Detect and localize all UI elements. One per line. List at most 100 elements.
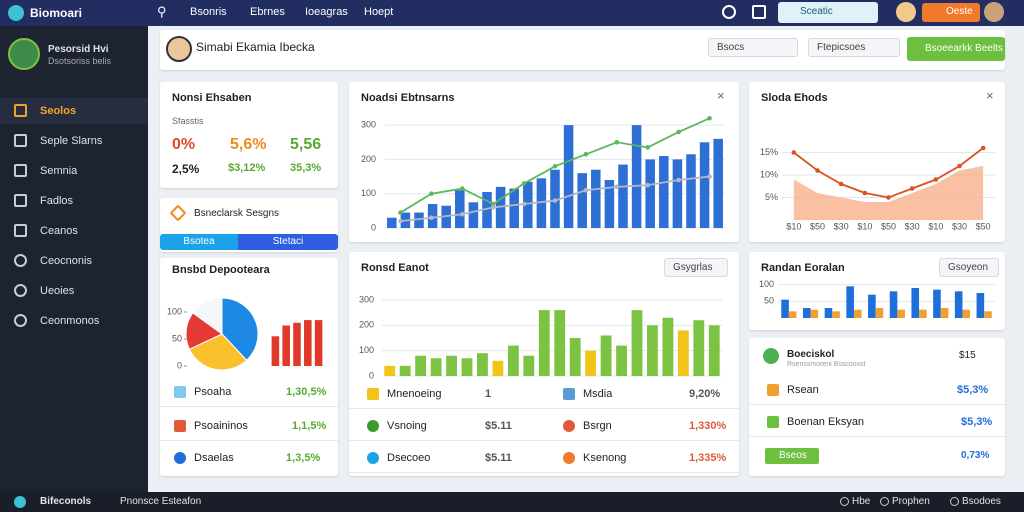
row-icon: [174, 452, 186, 464]
avatar[interactable]: [984, 2, 1004, 22]
row-icon: [563, 452, 575, 464]
card-title: Noadsi Ebtnsarns: [361, 92, 455, 104]
menu-item[interactable]: Ueoies: [0, 278, 148, 304]
divider: [749, 404, 1005, 405]
menu-item[interactable]: Ceanos: [0, 218, 148, 244]
notify-icon[interactable]: [752, 5, 766, 19]
row-icon: [174, 386, 186, 398]
brand: Biomoari: [30, 6, 83, 20]
user-role: Dsotsoriss belis: [48, 56, 112, 66]
user-name: Oeste: [946, 6, 973, 17]
tab[interactable]: Stetaci: [238, 234, 338, 250]
menu-item[interactable]: Seolos: [0, 98, 148, 124]
dropdown-label: Gsygrlas: [673, 262, 713, 273]
chip[interactable]: Bseos: [765, 448, 819, 464]
row-label: Msdia: [583, 388, 613, 400]
footer-link[interactable]: Prophen: [892, 496, 930, 507]
row-value: 1,1,5%: [292, 420, 327, 432]
nav-item[interactable]: Bsonris: [190, 6, 227, 18]
row-label: Rsean: [787, 384, 819, 396]
help-icon[interactable]: [722, 5, 736, 19]
chip-label: Bseos: [779, 450, 807, 461]
footer-link[interactable]: Bsodoes: [962, 496, 1001, 507]
donut-card: Bnsbd Depooteara Psoaha 1,30,5% Psoaininos…: [160, 258, 338, 476]
row-label: Dsecoeo: [387, 452, 431, 464]
nav-item[interactable]: Ebrnes: [250, 6, 285, 18]
row-value: $5.11: [485, 452, 512, 464]
row-label: Boenan Eksyan: [787, 416, 865, 428]
tab[interactable]: Bsotea: [160, 234, 238, 250]
menu-item[interactable]: Semnia: [0, 158, 148, 184]
row-value: $5.11: [485, 420, 512, 432]
divider: [749, 436, 1005, 437]
menu-label: Ceonmonos: [40, 315, 100, 327]
filter-label: Ftepicsoes: [817, 42, 866, 53]
search-icon[interactable]: ⚲: [157, 4, 167, 19]
stat: $3,12%: [228, 162, 266, 174]
nav-item[interactable]: Hoept: [364, 6, 394, 18]
stat: 2,5%: [172, 162, 200, 176]
header-card: Simabi Ekamia Ibecka Bsocs Ftepicsoes Bs…: [160, 30, 1005, 70]
divider: [349, 472, 739, 473]
balance-card: Boeciskol Rsenssmoreni Bsscoosst $15 Rse…: [749, 338, 1005, 476]
row-label: Mnenoeing: [387, 388, 442, 400]
footer-brand: Bifeconols: [40, 496, 92, 507]
nav-item[interactable]: Ioeagras: [305, 6, 348, 18]
search-text: Sceatic: [800, 6, 833, 17]
footer-link[interactable]: Hbe: [852, 496, 871, 507]
menu-icon: [14, 254, 27, 267]
dropdown[interactable]: Gsoyeon: [939, 258, 999, 277]
user-chip[interactable]: Oeste: [922, 3, 980, 22]
menu-item[interactable]: Fadlos: [0, 188, 148, 214]
page-title: Simabi Ekamia Ibecka: [196, 40, 315, 54]
dropdown-label: Gsoyeon: [948, 262, 989, 273]
row-label: Bsrgn: [583, 420, 612, 432]
filter[interactable]: Bsocs: [708, 38, 798, 57]
close-button[interactable]: ×: [717, 88, 725, 103]
search-input[interactable]: Sceatic: [778, 2, 878, 23]
menu-item[interactable]: Ceonmonos: [0, 308, 148, 334]
action-button[interactable]: Bsoeearkk Beelts: [907, 37, 1005, 61]
menu-icon: [14, 224, 27, 237]
menu-icon: [14, 104, 27, 117]
menu-item[interactable]: Seple Slarns: [0, 128, 148, 154]
stat: 5,56: [290, 136, 322, 153]
main-chart-card: Noadsi Ebtnsarns ×: [349, 82, 739, 242]
row-icon: [174, 420, 186, 432]
divider: [160, 440, 338, 441]
dropdown[interactable]: Gsygrlas: [664, 258, 728, 277]
card-title: Ronsd Eanot: [361, 262, 429, 274]
row-value: 1: [485, 388, 492, 400]
menu-item[interactable]: Ceocnonis: [0, 248, 148, 274]
divider: [160, 406, 338, 407]
menu-label: Fadlos: [40, 195, 74, 207]
user-avatar: [8, 38, 40, 70]
row-icon: [367, 452, 379, 464]
card-icon: [169, 204, 187, 222]
card-title: Randan Eoralan: [761, 262, 845, 274]
card-title: Nonsi Ehsaben: [172, 92, 252, 104]
divider: [349, 440, 739, 441]
stat: 0%: [172, 136, 196, 153]
row-value: $5,3%: [957, 384, 989, 396]
tab-label: Stetaci: [272, 236, 304, 247]
avatar[interactable]: [896, 2, 916, 22]
divider: [349, 408, 739, 409]
row-label: Vsnoing: [387, 420, 427, 432]
stats-card: Nonsi Ehsaben Sfasstis 0% 5,6% 5,56 2,5%…: [160, 82, 338, 188]
filter[interactable]: Ftepicsoes: [808, 38, 900, 57]
close-button[interactable]: ×: [986, 88, 994, 103]
trend-card: Sloda Ehods ×: [749, 82, 1005, 242]
menu-label: Ueoies: [40, 285, 75, 297]
card-title: Boeciskol: [787, 349, 835, 360]
logo: [8, 5, 24, 21]
tab-label: Bsotea: [183, 236, 215, 247]
card-subtitle: Sfasstis: [172, 116, 204, 126]
card-title: Bnsbd Depooteara: [172, 264, 270, 276]
row-icon: [367, 420, 379, 432]
row-icon: [367, 388, 379, 400]
filter-label: Bsocs: [717, 42, 745, 53]
row-label: Dsaelas: [194, 452, 234, 464]
menu-icon: [14, 194, 27, 207]
